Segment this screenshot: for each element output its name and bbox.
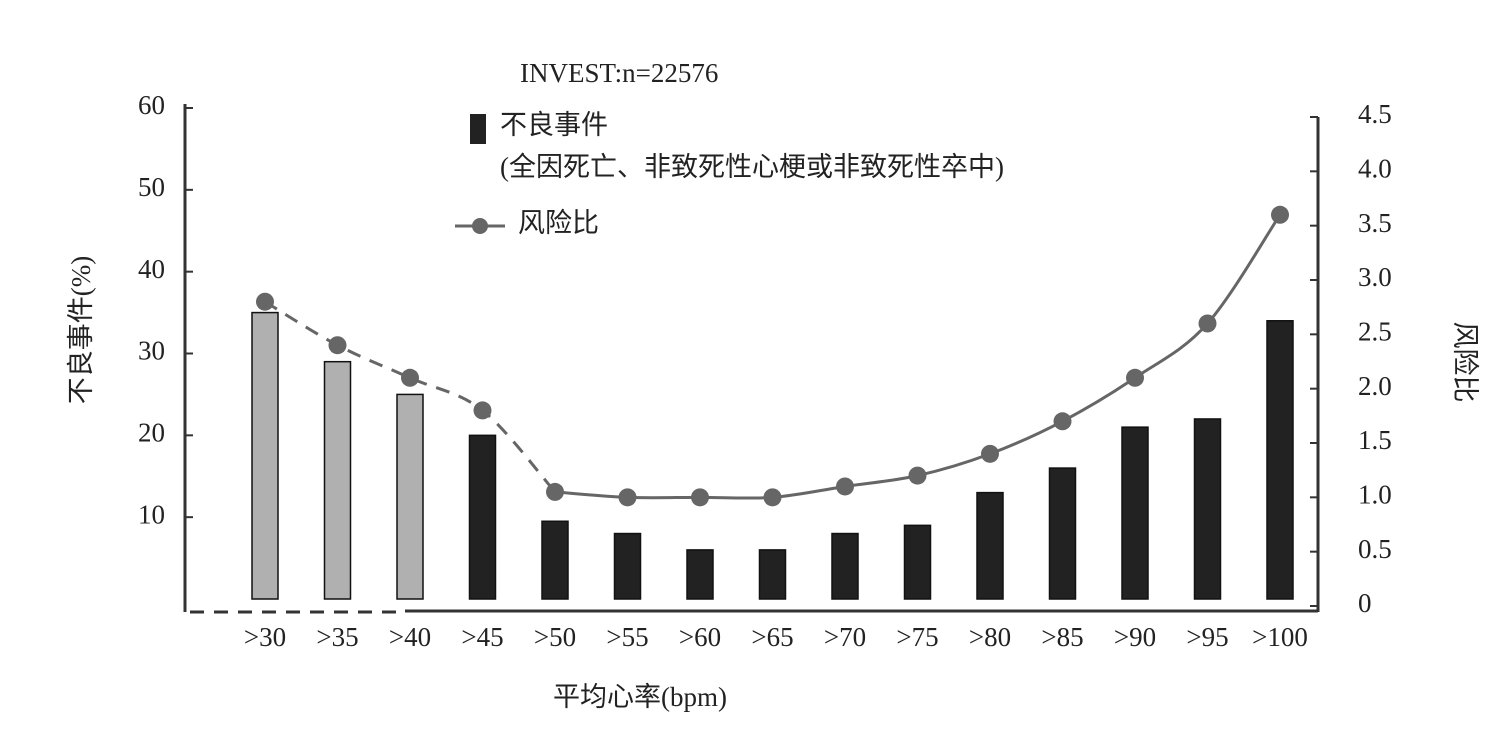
x-tick-label: >30 [244,622,286,652]
line-marker [763,488,782,507]
x-tick-label: >70 [824,622,866,652]
y-tick-label: 30 [138,336,165,366]
bar [613,532,642,600]
line-marker [908,466,927,485]
bar [976,491,1004,600]
line-marker [691,488,709,507]
bar [541,520,569,600]
line [554,213,1282,500]
bar [903,524,932,600]
y2-tick-label: 4.5 [1358,99,1392,129]
y2-tick-label: 3.0 [1358,262,1392,292]
bar [323,360,352,600]
line-marker [1198,314,1217,333]
y2-tick-label: 4.0 [1358,154,1392,184]
x-tick-label: >50 [534,622,576,652]
y2-tick-label: 1.0 [1358,480,1392,510]
y2-tick-label: 0.5 [1358,534,1392,564]
line-marker [256,292,274,311]
subtitle: INVEST:n=22576 [520,58,718,88]
x-tick-label: >100 [1252,622,1308,652]
bar [831,532,859,600]
y-tick-label: 20 [138,418,165,448]
bar [251,311,279,600]
line-marker [401,368,419,387]
line-marker [328,336,347,355]
x-tick-label: >75 [896,622,938,652]
x-tick-label: >65 [751,622,793,652]
x-tick-label: >95 [1186,622,1228,652]
legend-bar-swatch [470,114,486,144]
y2-tick-label: 0 [1358,588,1372,618]
bar [1266,320,1294,600]
line-marker [618,488,637,507]
bar [686,549,714,600]
legend-line-marker [472,218,488,234]
line-marker [546,482,564,501]
line-marker [1271,205,1289,224]
x-tick-label: >35 [316,622,358,652]
y2-axis-label: 风险比 [1450,322,1480,403]
x-tick-label: >55 [606,622,648,652]
x-tick-label: >85 [1041,622,1083,652]
line-marker [1053,412,1072,431]
legend-label: 不良事件 [500,110,608,140]
x-tick-label: >45 [461,622,503,652]
bar [468,434,497,600]
bar [1193,418,1222,600]
line-marker [473,401,492,420]
bar [758,549,787,600]
y-tick-label: 50 [138,172,165,202]
bar [396,393,424,600]
y-axis-label: 不良事件(%) [66,256,96,404]
legend-label: 风险比 [518,208,599,238]
y-tick-label: 40 [138,254,165,284]
y2-tick-label: 1.5 [1358,425,1392,455]
y-tick-label: 10 [138,499,165,529]
line-marker [981,444,999,463]
line-marker [836,477,854,496]
x-tick-label: >90 [1114,622,1156,652]
legend-note: (全因死亡、非致死性心梗或非致死性卒中) [500,152,1004,182]
y2-tick-label: 2.5 [1358,317,1392,347]
x-tick-label: >80 [969,622,1011,652]
line [264,300,557,493]
x-tick-label: >60 [679,622,721,652]
x-tick-label: >40 [389,622,431,652]
bar [1048,467,1077,600]
y-tick-label: 60 [138,90,165,120]
bar [1121,426,1149,600]
y2-tick-label: 2.0 [1358,371,1392,401]
x-axis-label: 平均心率(bpm) [553,682,727,712]
y2-tick-label: 3.5 [1358,208,1392,238]
line-marker [1126,368,1144,387]
